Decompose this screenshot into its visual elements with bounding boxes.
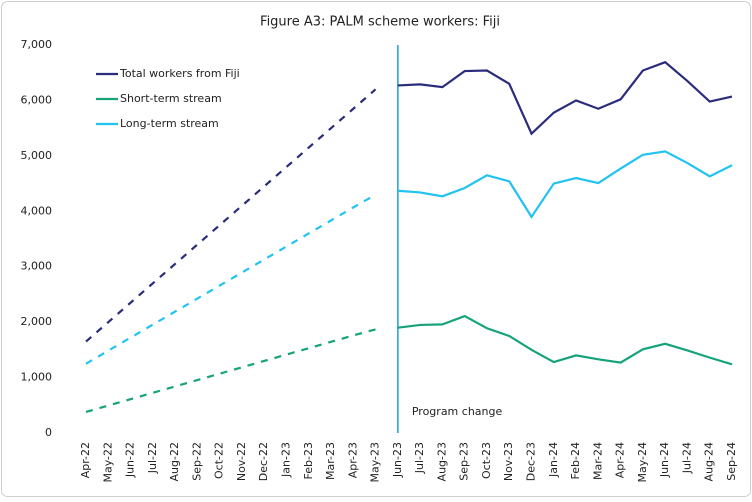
series-line <box>397 150 733 219</box>
x-tick-label: Dec-22 <box>257 442 270 481</box>
x-tick-label: Sep-24 <box>725 442 738 481</box>
x-tick-label: Aug-22 <box>168 442 181 481</box>
x-tick-label: Jul-24 <box>680 442 693 474</box>
x-tick-label: Feb-24 <box>569 442 582 479</box>
legend-label: Long-term stream <box>120 117 219 130</box>
x-tick-label: Apr-22 <box>79 442 92 478</box>
x-tick-label: Apr-24 <box>614 442 627 478</box>
y-tick-label: 4,000 <box>21 204 53 217</box>
x-tick-label: Aug-24 <box>703 442 716 481</box>
x-tick-label: Jan-23 <box>279 442 292 478</box>
y-tick-label: 6,000 <box>21 93 53 106</box>
y-tick-label: 2,000 <box>21 315 53 328</box>
y-tick-label: 3,000 <box>21 260 53 273</box>
x-tick-label: Jun-24 <box>658 442 671 478</box>
x-tick-label: Jun-22 <box>124 442 137 478</box>
x-tick-label: May-22 <box>101 442 114 483</box>
series-line <box>397 60 733 136</box>
x-tick-label: Nov-23 <box>502 442 515 481</box>
x-tick-label: May-24 <box>636 442 649 483</box>
y-tick-label: 1,000 <box>21 371 53 384</box>
x-tick-label: Nov-22 <box>235 442 248 481</box>
x-tick-label: Jan-24 <box>547 442 560 478</box>
legend-label: Total workers from Fiji <box>119 67 240 80</box>
legend-label: Short-term stream <box>120 92 222 105</box>
annotation-text: Program change <box>412 405 503 418</box>
y-tick-label: 5,000 <box>21 149 53 162</box>
x-tick-label: Sep-23 <box>458 442 471 481</box>
x-tick-label: May-23 <box>369 442 382 483</box>
series-line <box>397 314 733 366</box>
x-tick-label: Aug-23 <box>435 442 448 481</box>
x-tick-label: Apr-23 <box>346 442 359 478</box>
x-tick-label: Oct-22 <box>213 442 226 479</box>
x-tick-label: Feb-23 <box>302 442 315 479</box>
x-tick-label: Oct-23 <box>480 442 493 479</box>
y-tick-label: 0 <box>45 426 52 439</box>
x-tick-label: Mar-24 <box>591 442 604 480</box>
x-tick-label: Jul-23 <box>413 442 426 474</box>
x-tick-label: Dec-23 <box>525 442 538 481</box>
y-tick-label: 7,000 <box>21 38 53 51</box>
x-tick-label: Jul-22 <box>146 442 159 474</box>
x-tick-label: Sep-22 <box>190 442 203 481</box>
chart-title: Figure A3: PALM scheme workers: Fiji <box>260 15 500 30</box>
x-tick-label: Mar-23 <box>324 442 337 480</box>
x-tick-label: Jun-23 <box>391 442 404 478</box>
